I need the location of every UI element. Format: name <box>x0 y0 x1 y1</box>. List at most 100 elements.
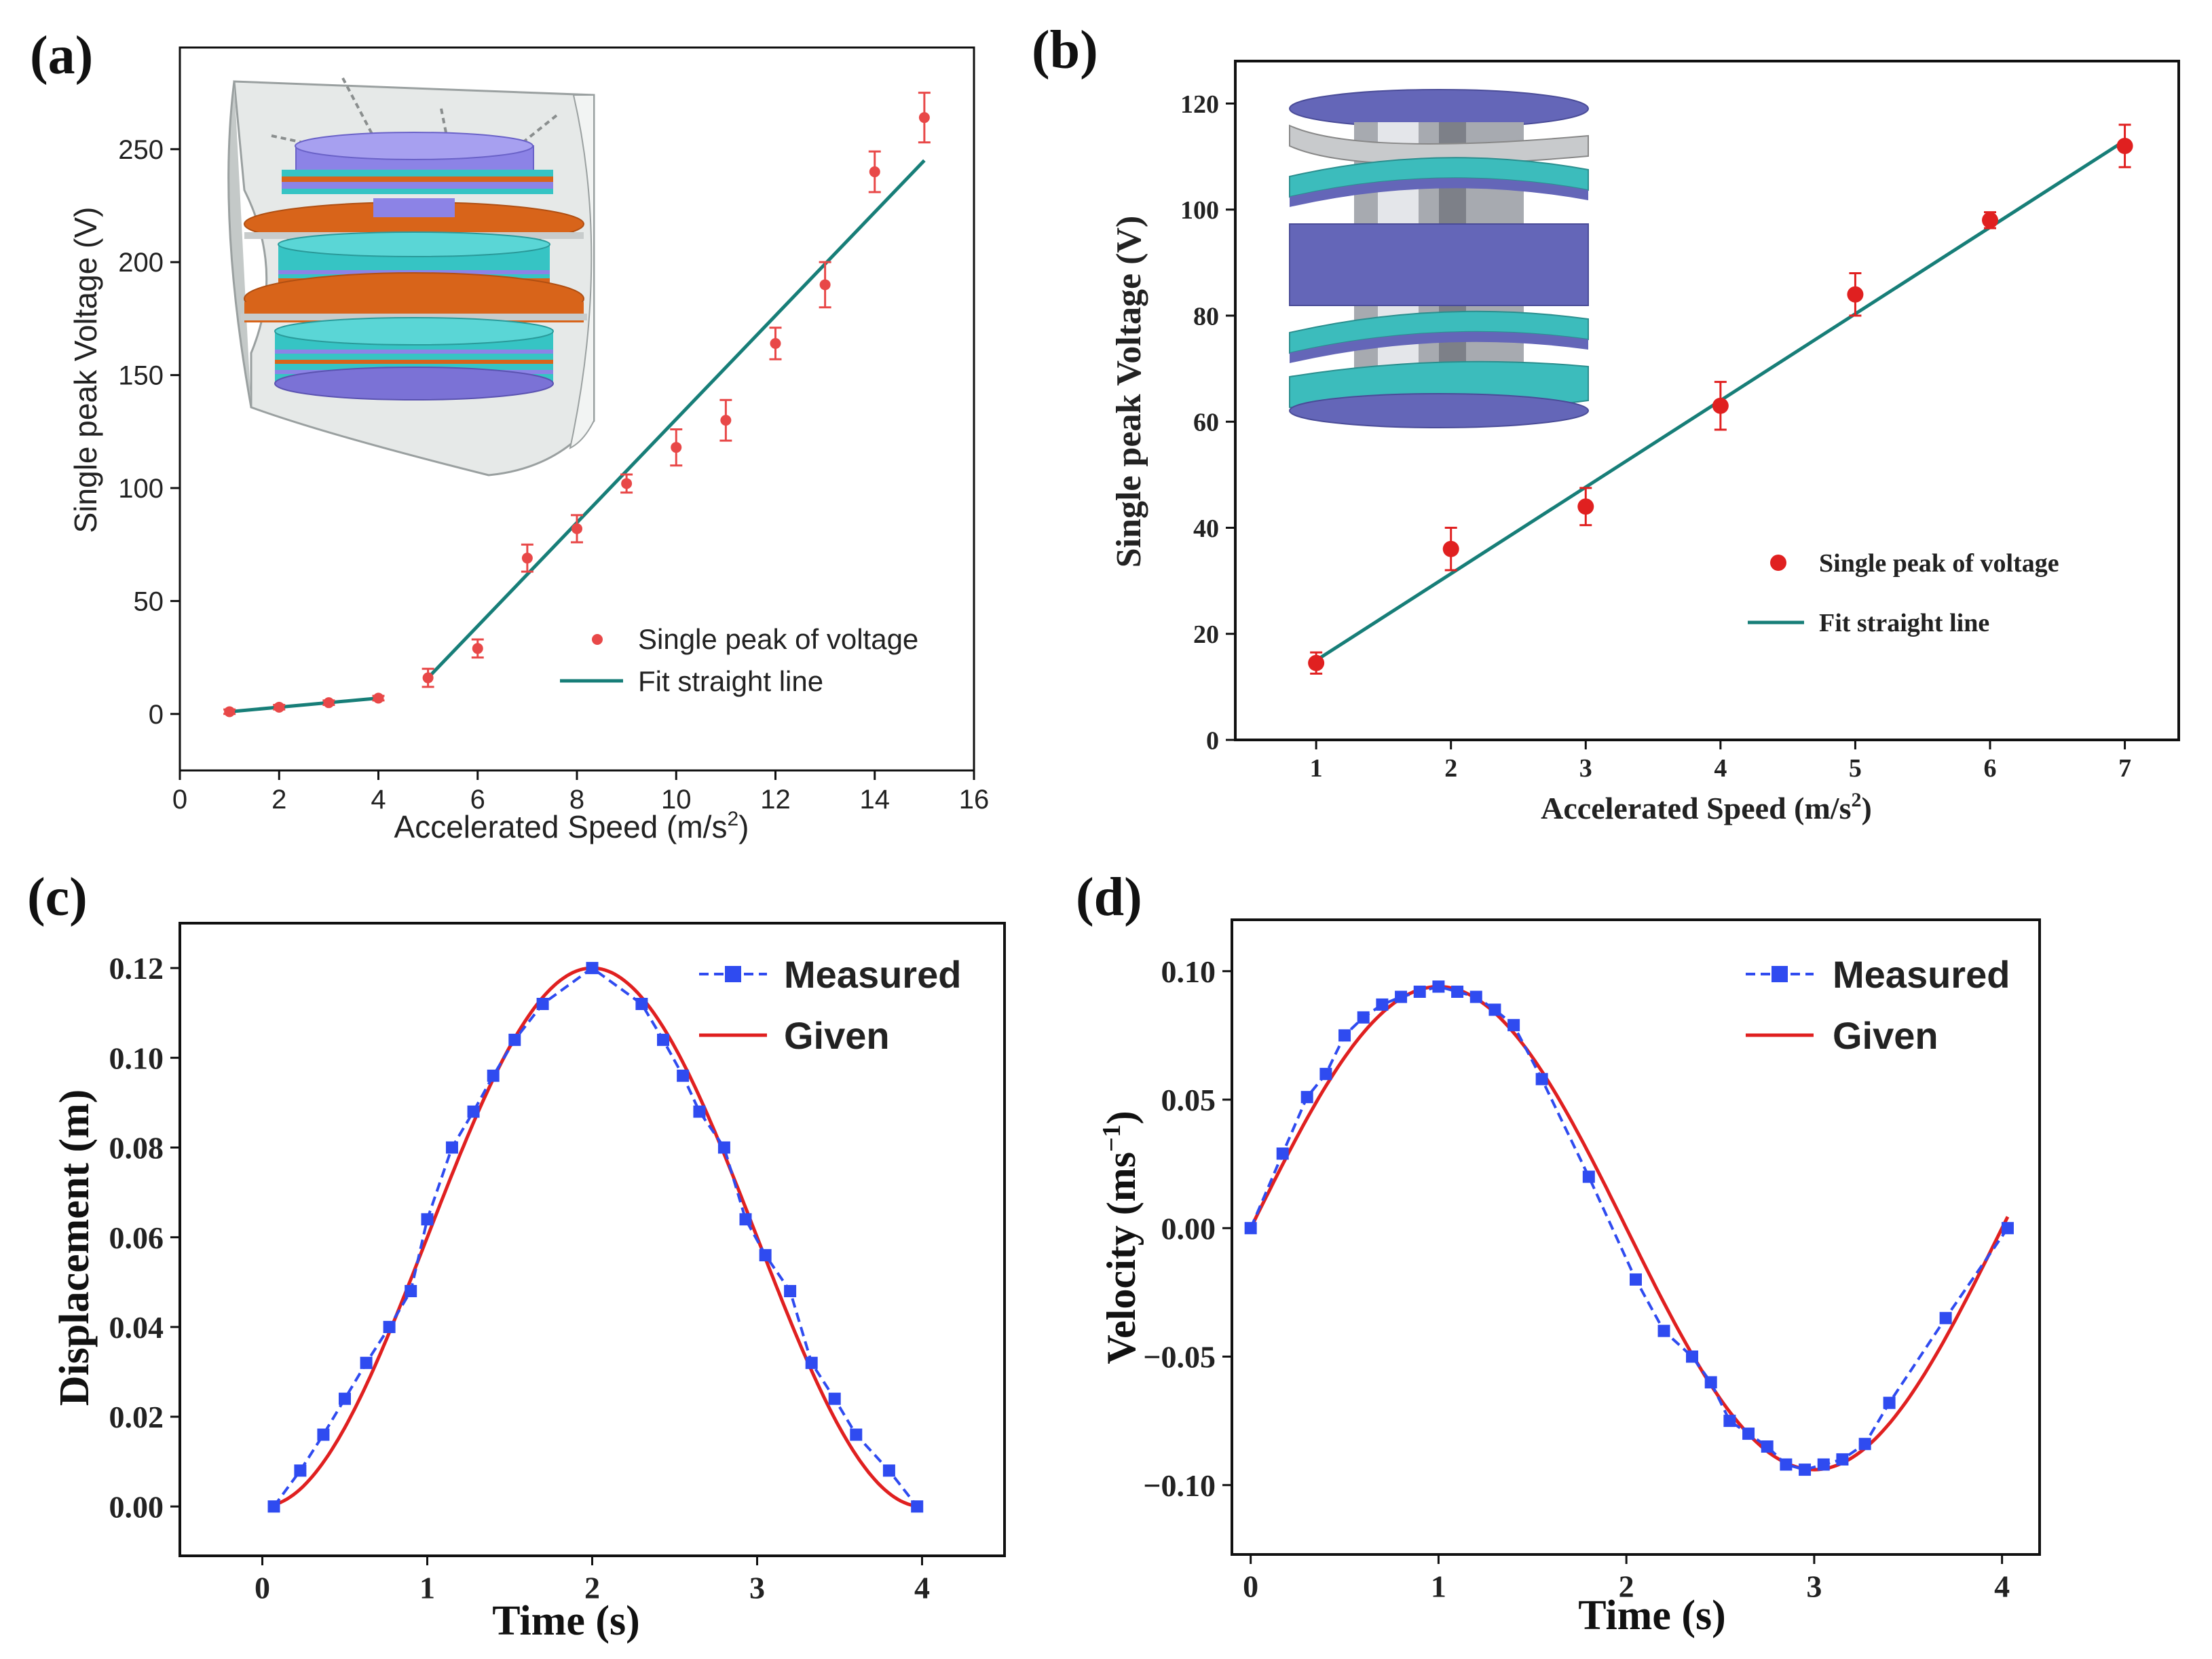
legend-marker-measured-d <box>1772 966 1788 982</box>
data-point-a <box>422 672 434 684</box>
measured-point-d <box>1244 1222 1257 1235</box>
data-point-a <box>323 697 335 709</box>
measured-point-c <box>739 1213 752 1226</box>
x-axis-label-d: Time (s) <box>1578 1592 1726 1639</box>
y-tick-label-b: 0 <box>1206 726 1219 755</box>
x-tick-label-c: 4 <box>914 1570 930 1605</box>
measured-point-d <box>1630 1273 1642 1286</box>
y-tick-label-c: 0.04 <box>109 1310 164 1345</box>
legend-label-measured-c: Measured <box>784 953 961 996</box>
measured-point-c <box>882 1464 895 1477</box>
measured-point-d <box>1704 1376 1717 1389</box>
plot-area-c: 0 1 2 3 4 0.00 0.02 0.04 0.06 0.08 0.10 0.12 <box>109 922 1006 1605</box>
plot-frame-d <box>1231 918 2041 1556</box>
panel-label-b: (b) <box>1032 20 1098 80</box>
measured-point-c <box>828 1392 841 1405</box>
x-axis-label-a: Accelerated Speed (m/s2) <box>394 808 749 844</box>
legend-marker-measured-c <box>725 966 741 982</box>
legend-label-given-d: Given <box>1833 1014 1938 1057</box>
fit-line-a <box>229 696 379 713</box>
y-tick-label-d: 0.05 <box>1161 1083 1216 1117</box>
measured-point-d <box>1657 1324 1670 1337</box>
y-tick-label-a: 0 <box>149 700 164 730</box>
x-tick-label-c: 1 <box>419 1570 435 1605</box>
measured-point-c <box>784 1285 797 1298</box>
panel-d: (d) 0 1 2 3 4 −0.10 −0.05 0.00 0.05 0.10 Measured… <box>1076 868 2041 1639</box>
data-point-a <box>869 166 880 178</box>
measured-point-d <box>1858 1438 1871 1451</box>
y-tick-label-b: 120 <box>1180 90 1219 119</box>
x-tick-label-d: 2 <box>1619 1569 1634 1603</box>
measured-point-d <box>1488 1003 1501 1016</box>
plot-area-a: 0 2 4 6 8 10 12 14 16 0 50 100 150 200 250 <box>118 46 990 815</box>
measured-point-d <box>1413 985 1426 998</box>
measured-point-c <box>294 1464 307 1477</box>
plot-frame-b <box>1234 60 2180 741</box>
measured-point-d <box>1723 1415 1736 1428</box>
y-tick-label-a: 250 <box>118 135 164 165</box>
data-point-a <box>224 706 236 717</box>
measured-point-d <box>1582 1170 1595 1183</box>
y-axis-label-a: Single peak Voltage (V) <box>68 207 103 534</box>
x-tick-label-c: 2 <box>584 1570 600 1605</box>
y-tick-label-b: 100 <box>1180 196 1219 225</box>
measured-point-d <box>2001 1222 2014 1235</box>
panel-c: (c) 0 1 2 3 4 0.00 0.02 0.04 0.06 0.08 0.10 0.12 Me… <box>27 868 1006 1644</box>
measured-point-d <box>1376 998 1389 1011</box>
y-tick-label-a: 50 <box>134 586 164 616</box>
measured-point-d <box>1535 1073 1548 1085</box>
measured-point-c <box>805 1356 818 1369</box>
y-axis-label-b: Single peak Voltage (V) <box>1110 216 1148 568</box>
measured-point-d <box>1742 1428 1755 1440</box>
measured-point-c <box>383 1320 396 1333</box>
measured-point-c <box>467 1105 480 1118</box>
y-tick-label-c: 0.08 <box>109 1131 164 1166</box>
x-tick-label-a: 8 <box>569 785 584 815</box>
measured-point-c <box>911 1500 924 1513</box>
measured-point-c <box>536 997 549 1010</box>
panel-a: (a) <box>30 26 989 844</box>
data-point-b <box>1308 654 1325 671</box>
x-tick-label-c: 0 <box>255 1570 270 1605</box>
legend-marker-scatter-a <box>592 634 603 645</box>
legend-c: Measured Given <box>699 953 961 1057</box>
measured-point-d <box>1319 1068 1332 1081</box>
x-tick-label-a: 16 <box>959 785 990 815</box>
x-tick-label-d: 4 <box>1994 1569 2010 1603</box>
plot-area-d: 0 1 2 3 4 −0.10 −0.05 0.00 0.05 0.10 <box>1143 918 2041 1603</box>
y-tick-label-c: 0.00 <box>109 1489 164 1524</box>
x-tick-label-b: 5 <box>1849 754 1862 783</box>
measured-point-d <box>1761 1440 1774 1453</box>
measured-point-c <box>267 1500 280 1513</box>
data-point-b <box>1712 397 1729 414</box>
x-tick-label-b: 6 <box>1984 754 1997 783</box>
data-point-a <box>621 478 633 489</box>
x-tick-label-d: 1 <box>1431 1569 1446 1603</box>
given-curve-d <box>1249 984 2010 1472</box>
data-point-b <box>1577 498 1594 515</box>
data-point-b <box>2116 138 2133 154</box>
data-point-b <box>1982 212 1998 229</box>
measured-point-d <box>1395 990 1408 1003</box>
x-tick-label-b: 2 <box>1444 754 1457 783</box>
measured-point-d <box>1799 1464 1812 1476</box>
measured-point-d <box>1300 1091 1313 1104</box>
y-axis-label-d: Velocity (ms−1) <box>1098 1111 1144 1364</box>
x-tick-label-a: 10 <box>661 785 692 815</box>
y-tick-label-a: 100 <box>118 474 164 504</box>
measured-point-d <box>1686 1350 1699 1363</box>
y-tick-label-c: 0.12 <box>109 951 164 986</box>
y-tick-label-b: 60 <box>1193 409 1219 437</box>
measured-point-c <box>421 1213 434 1226</box>
legend-label-scatter-a: Single peak of voltage <box>638 623 918 655</box>
y-tick-label-d: 0.10 <box>1161 954 1216 989</box>
y-tick-label-c: 0.02 <box>109 1400 164 1434</box>
x-tick-label-a: 6 <box>470 785 485 815</box>
legend-b: Single peak of voltage Fit straight line <box>1748 549 2059 637</box>
x-tick-label-b: 3 <box>1579 754 1592 783</box>
panel-b: (b) 1 2 3 4 5 6 7 0 20 40 60 80 100 120 Single peak o… <box>1032 20 2180 825</box>
measured-point-c <box>717 1141 730 1154</box>
panel-label-d: (d) <box>1076 868 1142 927</box>
measured-point-d <box>1883 1396 1896 1409</box>
